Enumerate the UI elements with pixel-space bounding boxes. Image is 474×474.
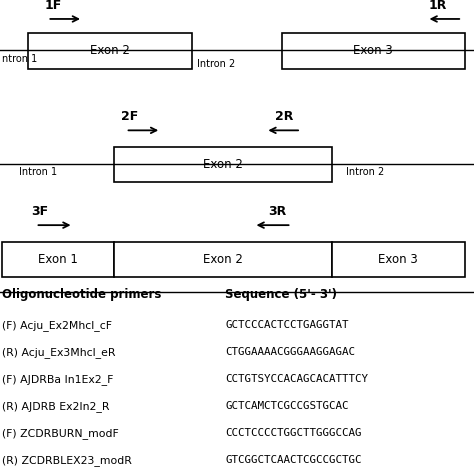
Text: Exon 1: Exon 1 — [38, 253, 78, 266]
FancyBboxPatch shape — [2, 242, 114, 277]
Text: GTCGGCTCAACTCGCCGCTGC: GTCGGCTCAACTCGCCGCTGC — [225, 455, 362, 465]
Text: GCTCAMCTCGCCGSTGCAC: GCTCAMCTCGCCGSTGCAC — [225, 401, 349, 411]
Text: Exon 2: Exon 2 — [203, 158, 243, 171]
FancyBboxPatch shape — [282, 33, 465, 69]
Text: 1F: 1F — [45, 0, 62, 12]
Text: 2R: 2R — [275, 110, 293, 123]
Text: (R) Acju_Ex3Mhcl_eR: (R) Acju_Ex3Mhcl_eR — [2, 347, 116, 358]
Text: (F) ZCDRBURN_modF: (F) ZCDRBURN_modF — [2, 428, 119, 439]
Text: Intron 1: Intron 1 — [19, 166, 57, 177]
Text: Exon 2: Exon 2 — [203, 253, 243, 266]
FancyBboxPatch shape — [114, 147, 332, 182]
Text: (R) AJDRB Ex2In2_R: (R) AJDRB Ex2In2_R — [2, 401, 110, 412]
Text: (R) ZCDRBLEX23_modR: (R) ZCDRBLEX23_modR — [2, 455, 132, 466]
Text: 1R: 1R — [429, 0, 447, 12]
Text: ntron 1: ntron 1 — [2, 54, 37, 64]
Text: Exon 3: Exon 3 — [354, 45, 393, 57]
Text: Intron 2: Intron 2 — [197, 59, 235, 69]
Text: 3F: 3F — [31, 205, 48, 218]
Text: GCTCCCACTCCTGAGGTAT: GCTCCCACTCCTGAGGTAT — [225, 320, 349, 330]
Text: Exon 2: Exon 2 — [90, 45, 130, 57]
Text: (F) Acju_Ex2Mhcl_cF: (F) Acju_Ex2Mhcl_cF — [2, 320, 112, 331]
Text: 3R: 3R — [268, 205, 286, 218]
Text: Oligonucleotide primers: Oligonucleotide primers — [2, 288, 162, 301]
Text: Intron 2: Intron 2 — [346, 166, 384, 177]
Text: Exon 3: Exon 3 — [378, 253, 418, 266]
Text: CCCTCCCCTGGCTTGGGCCAG: CCCTCCCCTGGCTTGGGCCAG — [225, 428, 362, 438]
Text: 2F: 2F — [121, 110, 138, 123]
Text: (F) AJDRBa In1Ex2_F: (F) AJDRBa In1Ex2_F — [2, 374, 114, 385]
FancyBboxPatch shape — [114, 242, 332, 277]
Text: CTGGAAAACGGGAAGGAGAC: CTGGAAAACGGGAAGGAGAC — [225, 347, 355, 357]
FancyBboxPatch shape — [28, 33, 192, 69]
Text: CCTGTSYCCACAGCACATTTCY: CCTGTSYCCACAGCACATTTCY — [225, 374, 368, 384]
FancyBboxPatch shape — [332, 242, 465, 277]
Text: Sequence (5'- 3'): Sequence (5'- 3') — [225, 288, 337, 301]
